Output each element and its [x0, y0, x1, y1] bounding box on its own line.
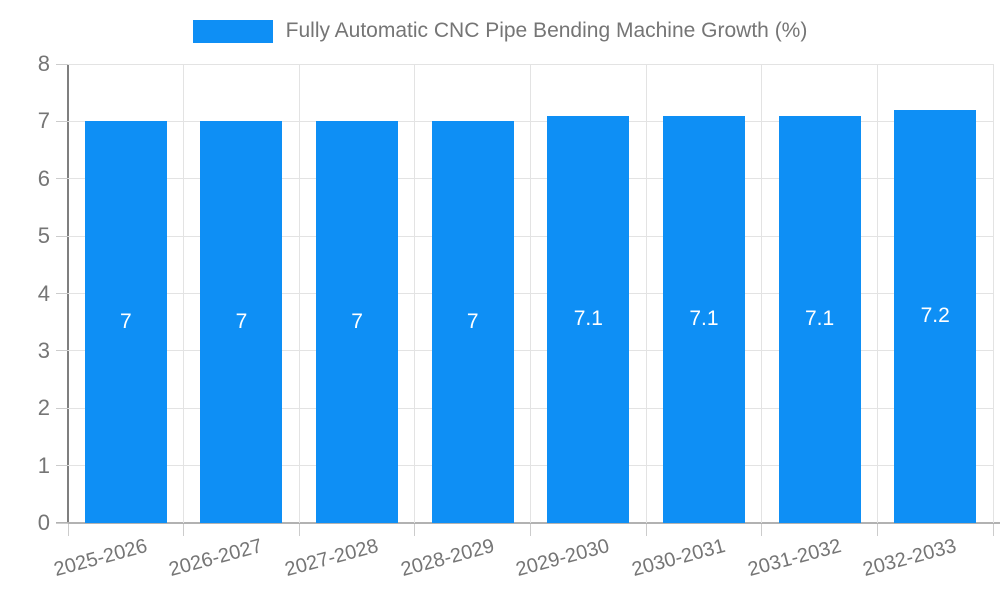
y-axis-tick [56, 522, 68, 524]
x-axis-tick [67, 524, 69, 536]
legend-series-label: Fully Automatic CNC Pipe Bending Machine… [285, 19, 808, 42]
y-tick-label: 6 [37, 165, 50, 191]
x-axis-tick [414, 524, 416, 536]
y-axis-tick [56, 178, 68, 180]
y-tick-label: 0 [37, 510, 50, 535]
x-axis-line [56, 522, 1000, 524]
y-tick-label: 5 [37, 223, 50, 249]
gridline-vertical [298, 64, 300, 523]
gridline-vertical [645, 64, 647, 523]
y-tick-label: 2 [37, 395, 50, 421]
y-axis-tick [56, 120, 68, 122]
gridline-vertical [992, 64, 994, 523]
x-axis-tick [645, 524, 647, 536]
x-axis-tick [298, 524, 300, 536]
y-axis-tick [56, 293, 68, 294]
x-axis-tick [876, 524, 878, 536]
x-axis-tick [992, 524, 994, 536]
x-axis-tick [761, 524, 763, 536]
bar-2028-2029[interactable]: 7 [431, 121, 514, 523]
legend-color-swatch [192, 19, 273, 43]
y-tick-label: 7 [37, 108, 50, 134]
bar-value-label: 7.2 [920, 304, 950, 328]
bar-value-label: 7.1 [689, 307, 719, 331]
y-axis-tick [56, 350, 68, 352]
bar-value-label: 7.1 [804, 307, 835, 331]
gridline-vertical [183, 64, 185, 523]
bar-value-label: 7 [351, 310, 363, 334]
y-axis-tick [56, 63, 68, 65]
y-axis-tick [56, 407, 68, 409]
y-tick-label: 8 [37, 51, 50, 76]
gridline-vertical [530, 64, 531, 523]
x-axis-tick [530, 524, 531, 536]
bar-2032-2033[interactable]: 7.2 [894, 109, 977, 523]
bar-2026-2027[interactable]: 7 [200, 121, 283, 523]
y-axis-tick [56, 465, 68, 467]
y-tick-label: 3 [37, 337, 50, 363]
plot-area: 7 7 7 7 7.1 7.1 7.1 7.2 [68, 63, 994, 523]
bar-value-label: 7.1 [573, 307, 603, 331]
x-axis-tick [183, 524, 185, 536]
gridline-vertical [761, 64, 763, 523]
bar-value-label: 7 [235, 310, 248, 334]
bar-value-label: 7 [119, 310, 132, 334]
bar-2027-2028[interactable]: 7 [316, 121, 399, 523]
y-tick-label: 1 [37, 452, 50, 478]
bar-2030-2031[interactable]: 7.1 [662, 115, 745, 523]
gridline-vertical [414, 64, 416, 523]
y-tick-label: 4 [37, 280, 50, 306]
bar-2025-2026[interactable]: 7 [84, 121, 167, 523]
bar-2031-2032[interactable]: 7.1 [778, 115, 861, 523]
gridline-vertical [876, 64, 878, 523]
y-axis-tick [56, 235, 68, 237]
bar-value-label: 7 [466, 310, 479, 334]
bar-2029-2030[interactable]: 7.1 [547, 115, 630, 523]
chart-legend: Fully Automatic CNC Pipe Bending Machine… [0, 19, 1000, 43]
